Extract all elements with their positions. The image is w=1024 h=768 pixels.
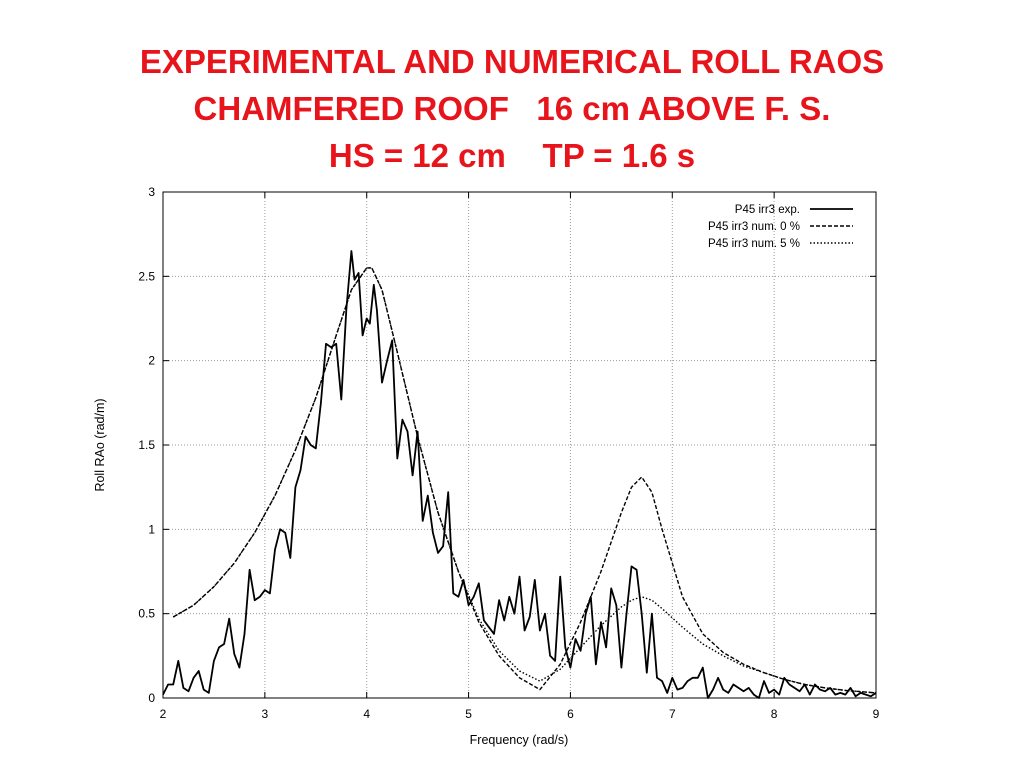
x-axis-label: Frequency (rad/s) (470, 733, 569, 747)
x-tick-label: 2 (160, 707, 167, 721)
x-tick-label: 4 (363, 707, 370, 721)
axis-ticks: 2 3 4 5 6 7 8 9 0 0.5 1 1.5 2 2.5 3 (138, 185, 879, 721)
x-tick-label: 5 (465, 707, 472, 721)
x-tick-label: 8 (771, 707, 778, 721)
y-tick-label: 3 (148, 185, 155, 199)
legend-label: P45 irr3 num. 0 % (708, 221, 800, 233)
y-tick-label: 1 (148, 522, 155, 536)
series-line-dotted (172, 267, 877, 694)
y-tick-label: 1.5 (138, 438, 155, 452)
legend-label: P45 irr3 exp. (735, 204, 800, 216)
x-tick-label: 7 (669, 707, 676, 721)
x-tick-label: 6 (567, 707, 574, 721)
y-tick-label: 2.5 (138, 269, 155, 283)
x-tick-label: 3 (262, 707, 269, 721)
grid (163, 192, 876, 698)
x-tick-label: 9 (873, 707, 880, 721)
title-line-3: HS = 12 cm TP = 1.6 s (328, 137, 696, 174)
y-tick-label: 0 (148, 691, 155, 705)
series-line-dashed (172, 267, 877, 694)
series-group (162, 250, 877, 699)
legend: P45 irr3 exp. P45 irr3 num. 0 % P45 irr3 n… (708, 204, 853, 250)
y-tick-label: 0.5 (138, 607, 155, 621)
slide-title: EXPERIMENTAL AND NUMERICAL ROLL RAOS CHA… (0, 38, 1024, 179)
legend-label: P45 irr3 num. 5 % (708, 238, 800, 250)
y-axis-label: Roll RAo (rad/m) (93, 398, 107, 491)
title-line-2: CHAMFERED ROOF 16 cm ABOVE F. S. (193, 90, 831, 127)
series-line-solid (162, 250, 877, 699)
title-line-1: EXPERIMENTAL AND NUMERICAL ROLL RAOS (139, 43, 885, 80)
y-tick-label: 2 (148, 354, 155, 368)
